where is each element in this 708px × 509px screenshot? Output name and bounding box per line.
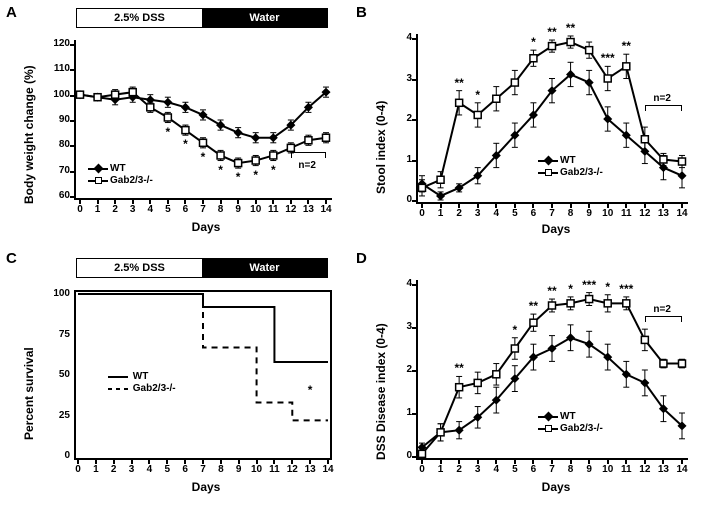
ylabel-b: Stool index (0-4) [374, 101, 388, 194]
panel-d: D DSS Disease index (0-4) Days WT Gab2/3… [356, 250, 702, 504]
dss-segment: 2.5% DSS [77, 9, 202, 27]
panel-b-label: B [356, 4, 367, 21]
panel-b: B Stool index (0-4) Days WT Gab2/3-/- 01… [356, 4, 702, 244]
water-segment-c: Water [202, 259, 327, 277]
treatment-bar-a: 2.5% DSS Water [76, 8, 328, 28]
ylabel-c: Percent survival [22, 347, 36, 440]
xlabel-b: Days [506, 222, 606, 236]
ylabel-d: DSS Disease index (0-4) [374, 323, 388, 460]
panel-a: A 2.5% DSS Water Body weight change (%) … [6, 4, 350, 244]
treatment-bar-c: 2.5% DSS Water [76, 258, 328, 278]
panel-c-label: C [6, 250, 17, 267]
xlabel-d: Days [506, 480, 606, 494]
panel-a-label: A [6, 4, 17, 21]
ylabel-a: Body weight change (%) [22, 65, 36, 204]
water-segment: Water [202, 9, 327, 27]
xlabel-c: Days [156, 480, 256, 494]
xlabel-a: Days [156, 220, 256, 234]
dss-segment-c: 2.5% DSS [77, 259, 202, 277]
panel-d-label: D [356, 250, 367, 267]
figure-container: A 2.5% DSS Water Body weight change (%) … [0, 0, 708, 509]
panel-c: C 2.5% DSS Water Percent survival Days W… [6, 250, 350, 504]
